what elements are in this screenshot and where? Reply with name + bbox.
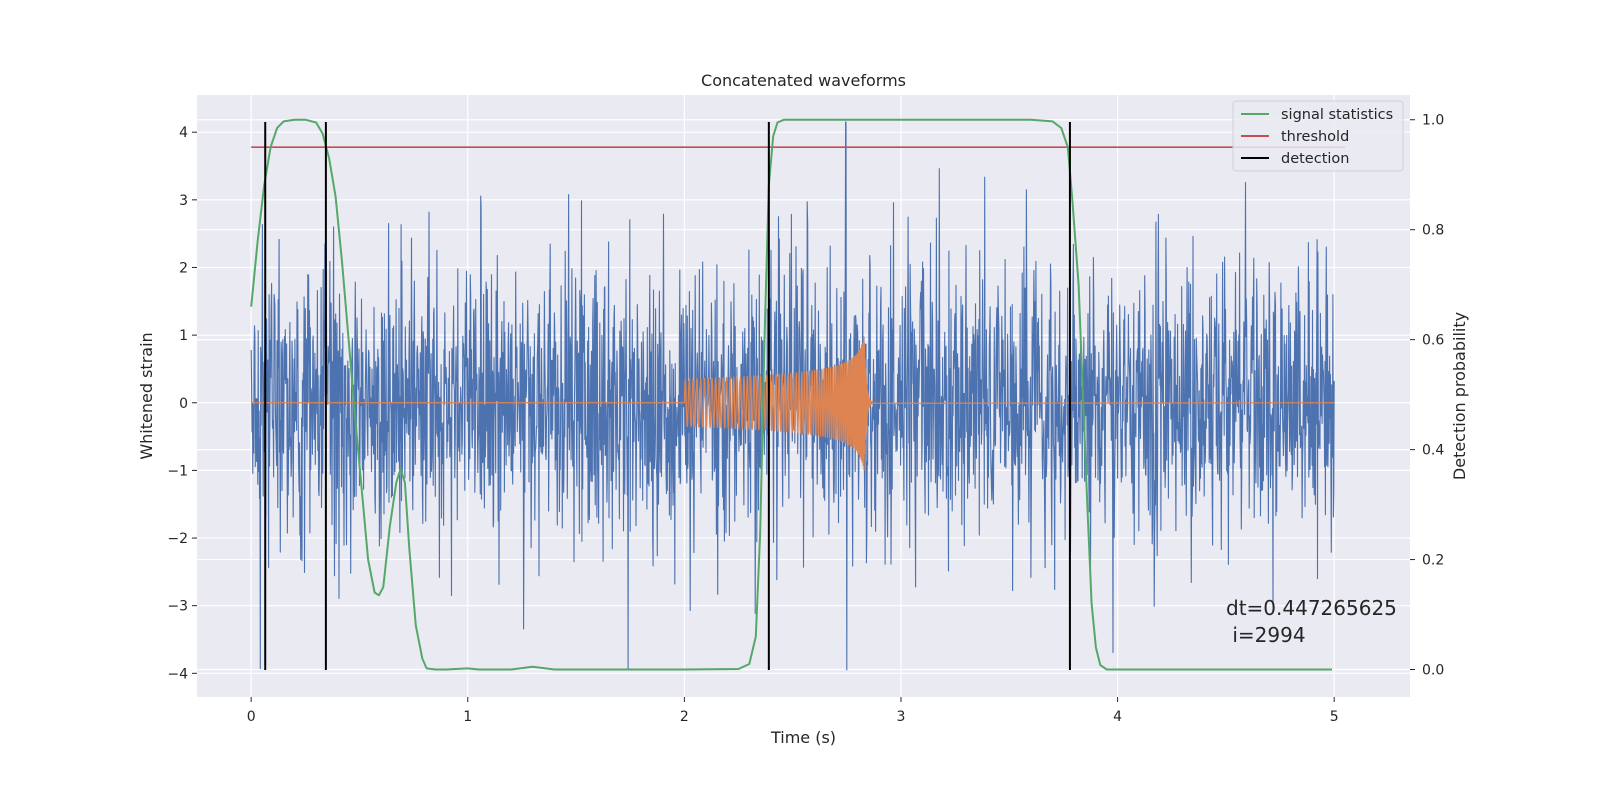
x-axis-label: Time (s) bbox=[770, 728, 836, 747]
annotation-index: i=2994 bbox=[1226, 623, 1306, 647]
right-y-tick-label: 0.0 bbox=[1422, 663, 1444, 679]
y-tick-label: 2 bbox=[179, 260, 188, 276]
x-tick-label: 0 bbox=[247, 709, 256, 725]
axes: 0 1 2 3 4 5 −4 −3 −2 −1 0 1 2 3 4 0.0 0.2 0.4 0.6 0.8 1.0 bbox=[167, 113, 1444, 725]
y-tick-label: 3 bbox=[179, 193, 188, 209]
y-tick-label: −4 bbox=[167, 666, 188, 682]
y-tick-label: −2 bbox=[167, 531, 188, 547]
annotation-dt: dt=0.447265625 bbox=[1226, 596, 1397, 620]
legend-entry-threshold: threshold bbox=[1241, 129, 1349, 145]
x-tick-label: 3 bbox=[897, 709, 906, 725]
right-y-tick-label: 0.2 bbox=[1422, 553, 1444, 569]
legend-box bbox=[1232, 100, 1404, 172]
plot-series bbox=[250, 118, 1346, 671]
legend: signal statistics threshold detection bbox=[1232, 100, 1404, 172]
legend-entry-detection: detection bbox=[1241, 151, 1349, 167]
right-y-tick-label: 1.0 bbox=[1422, 113, 1444, 129]
x-tick-label: 1 bbox=[463, 709, 472, 725]
y-tick-label: −1 bbox=[167, 463, 188, 479]
chart-title: Concatenated waveforms bbox=[701, 71, 906, 90]
right-y-tick-label: 0.4 bbox=[1422, 443, 1444, 459]
right-y-tick-label: 0.8 bbox=[1422, 223, 1444, 239]
right-y-axis-label: Detection probability bbox=[1450, 312, 1469, 480]
x-tick-label: 2 bbox=[680, 709, 689, 725]
y-tick-label: 4 bbox=[179, 125, 188, 141]
y-tick-label: 1 bbox=[179, 328, 188, 344]
right-y-tick-label: 0.6 bbox=[1422, 333, 1444, 349]
legend-label-signal-statistics: signal statistics bbox=[1281, 107, 1393, 123]
signal-statistics-line bbox=[250, 118, 1332, 671]
x-tick-label: 5 bbox=[1330, 709, 1339, 725]
legend-entry-signal-statistics: signal statistics bbox=[1241, 107, 1393, 123]
y-tick-label: 0 bbox=[179, 396, 188, 412]
legend-label-detection: detection bbox=[1281, 151, 1349, 167]
y-tick-label: −3 bbox=[167, 599, 188, 615]
x-tick-label: 4 bbox=[1113, 709, 1122, 725]
legend-label-threshold: threshold bbox=[1281, 129, 1349, 145]
y-axis-label: Whitened strain bbox=[137, 332, 156, 459]
template-waveform-line bbox=[251, 337, 1335, 471]
